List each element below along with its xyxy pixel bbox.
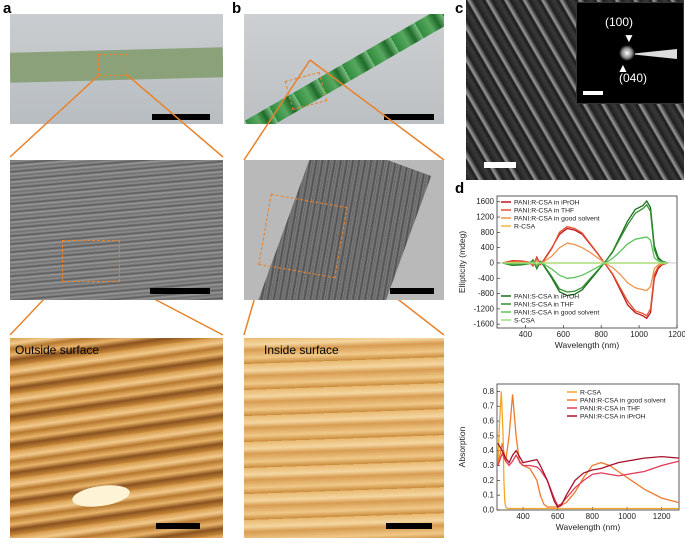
y-tick-label: 0.3 — [483, 461, 495, 470]
sem-image-twisted-fiber — [244, 160, 444, 300]
x-axis-title: Wavelength (nm) — [556, 522, 621, 532]
x-tick-label: 1200 — [653, 512, 671, 521]
y-tick-label: -1200 — [474, 304, 495, 313]
scale-bar — [150, 288, 210, 294]
saed-beam-stop — [629, 49, 677, 59]
legend-label: PANI:S-CSA in good solvent — [514, 309, 599, 316]
y-tick-label: 800 — [481, 228, 495, 237]
saed-arrow-040: ▲ — [617, 61, 629, 75]
x-tick-label: 1000 — [630, 330, 648, 339]
saed-arrow-100: ▼ — [623, 31, 635, 45]
legend-label: R-CSA — [580, 389, 602, 396]
panel-label-c: c — [455, 0, 464, 17]
y-axis-title: Ellipticity (mdeg) — [457, 231, 467, 294]
afm-label-inside: Inside surface — [264, 343, 339, 357]
legend-label: PANI:S-CSA in iPrOH — [514, 293, 579, 300]
x-tick-label: 1200 — [668, 330, 685, 339]
y-tick-label: 0.5 — [483, 431, 495, 440]
y-tick-label: 0.0 — [483, 506, 495, 515]
cd-chart: 400 600 800 1000 1200 -1600 -1200 -800 -400 0 400 8… — [457, 195, 685, 350]
afm-label-outside: Outside surface — [15, 343, 100, 357]
scale-bar — [390, 288, 434, 294]
legend-label: R-CSA — [514, 223, 536, 230]
absorption-chart: 400 600 800 1000 1200 0.0 0.1 0.2 0.3 0.4 0.5 0.6 0.… — [457, 383, 680, 532]
legend-label: PANI:R-CSA in good solvent — [514, 215, 600, 222]
legend-label: PANI:S-CSA in THF — [514, 301, 574, 308]
series-line — [502, 236, 668, 279]
zoom-box — [98, 54, 128, 76]
y-tick-label: 400 — [481, 243, 495, 252]
panel-label-d: d — [455, 180, 465, 197]
x-tick-label: 800 — [586, 512, 600, 521]
y-tick-label: 1600 — [476, 197, 494, 206]
y-axis-title: Absorption — [457, 426, 467, 467]
y-tick-label: 0.8 — [483, 387, 495, 396]
afm-image-outside-surface: Outside surface — [10, 338, 223, 538]
x-tick-label: 400 — [519, 330, 533, 339]
series-line — [497, 452, 680, 507]
series-line — [497, 442, 680, 508]
x-tick-label: 400 — [516, 512, 530, 521]
saed-pattern-inset: (100) (040) ▼ ▲ — [576, 2, 684, 104]
x-axis-title: Wavelength (nm) — [555, 340, 620, 350]
saed-label-100: (100) — [605, 15, 634, 29]
legend-label: S-CSA — [514, 317, 535, 324]
saed-center-spot — [619, 45, 635, 61]
y-tick-label: 0.6 — [483, 417, 495, 426]
scale-bar — [152, 114, 210, 120]
optical-image-twisted-fiber — [244, 14, 444, 124]
y-tick-label: -1600 — [474, 320, 495, 329]
y-tick-label: 0.1 — [483, 491, 495, 500]
scale-bar — [384, 114, 434, 120]
panel-label-a: a — [3, 0, 12, 17]
y-tick-label: -400 — [478, 274, 495, 283]
y-tick-label: 0.4 — [483, 446, 495, 455]
y-tick-label: 0.2 — [483, 476, 495, 485]
x-tick-label: 1000 — [618, 512, 636, 521]
scale-bar — [156, 523, 200, 529]
legend-label: PANI:R-CSA in good solvent — [580, 397, 666, 404]
legend-label: PANI:R-CSA in THF — [514, 207, 574, 214]
plot-frame — [496, 383, 680, 511]
scale-bar — [583, 91, 603, 95]
x-tick-label: 800 — [595, 330, 609, 339]
saed-label-040: (040) — [619, 71, 648, 85]
afm-image-inside-surface: Inside surface — [244, 338, 444, 538]
zoom-box — [62, 240, 120, 282]
x-tick-label: 600 — [557, 330, 571, 339]
sem-image-straight-fiber — [10, 160, 223, 300]
y-tick-label: -800 — [478, 289, 495, 298]
scale-bar — [386, 523, 432, 529]
legend-label: PANI:R-CSA in iPrOH — [514, 199, 580, 206]
legend-label: PANI:R-CSA in THF — [580, 405, 640, 412]
plot-frame — [496, 195, 678, 329]
series-line — [497, 394, 680, 508]
series-line — [497, 391, 679, 510]
afm-bright-grain — [70, 482, 132, 510]
y-tick-label: 1200 — [476, 213, 494, 222]
zoom-box — [258, 193, 348, 279]
optical-image-straight-fiber — [10, 14, 223, 124]
legend-label: PANI:R-CSA in iPrOH — [580, 413, 646, 420]
y-tick-label: 0.7 — [483, 402, 495, 411]
x-tick-label: 600 — [551, 512, 565, 521]
panel-label-b: b — [232, 0, 242, 17]
y-tick-label: 0 — [490, 258, 495, 267]
scale-bar — [484, 162, 516, 168]
